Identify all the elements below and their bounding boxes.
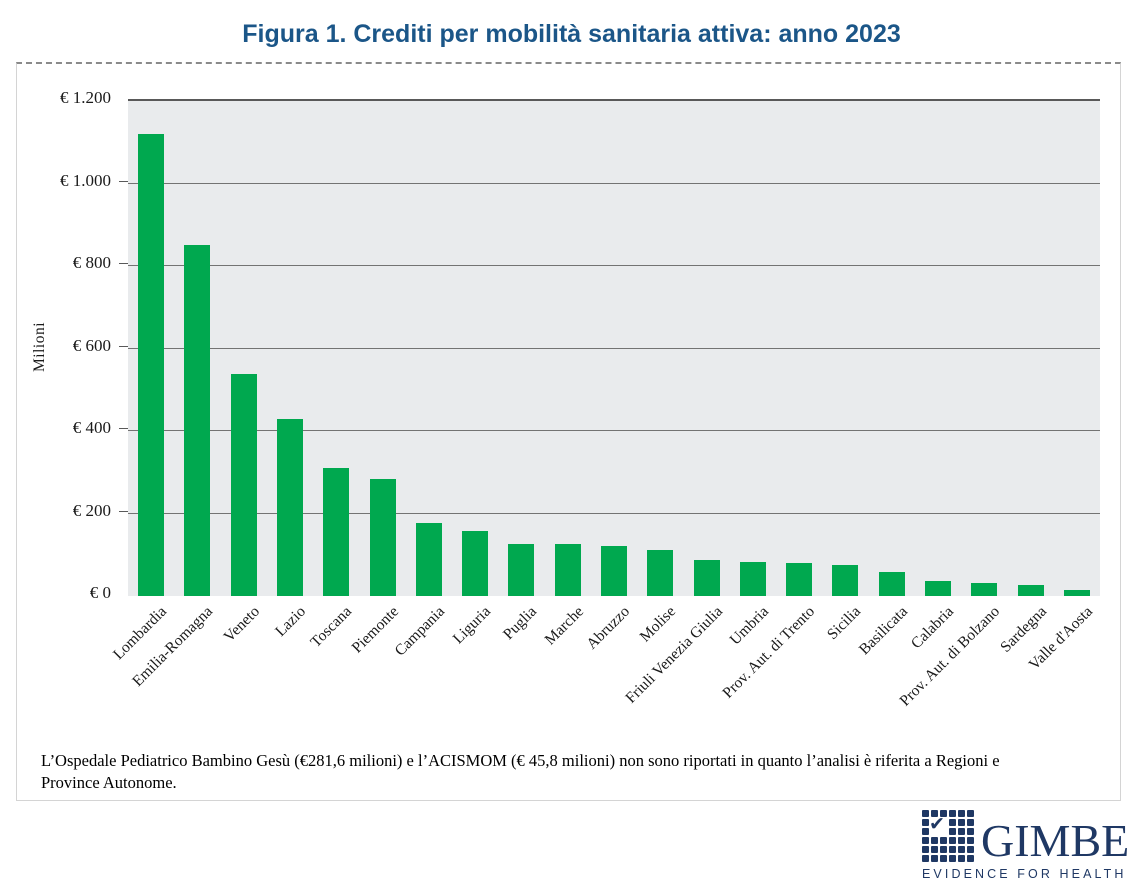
gridline: [128, 430, 1100, 431]
bar: [554, 544, 581, 596]
logo-grid-cell: [931, 855, 938, 862]
chart-frame: Milioni € 1.200 € 1.000 € 800 € 600 € 400 € 2…: [16, 62, 1121, 801]
bar: [1017, 584, 1044, 596]
logo-grid-cell: [940, 828, 947, 835]
bar: [369, 478, 396, 596]
logo-grid-cell: [931, 837, 938, 844]
y-axis-tick: [119, 428, 128, 429]
y-tick-label: € 1.000: [60, 170, 111, 190]
logo-grid-cell: [967, 855, 974, 862]
gridline: [128, 265, 1100, 266]
bar: [230, 374, 257, 596]
logo-grid-cell: [967, 846, 974, 853]
bar: [508, 544, 535, 596]
bar: [323, 467, 350, 596]
logo-grid-cell: [931, 819, 938, 826]
logo-grid-cell: [931, 828, 938, 835]
logo-grid-cell: [967, 837, 974, 844]
logo-grid-cell: [922, 819, 929, 826]
y-tick-label: € 400: [72, 418, 111, 437]
logo-grid-cell: [949, 855, 956, 862]
gimbe-wordmark: GIMBE: [981, 814, 1130, 866]
bar: [462, 530, 489, 596]
bar: [415, 522, 442, 596]
logo-grid-cell: [940, 810, 947, 817]
logo-grid-cell: [949, 846, 956, 853]
bar: [925, 581, 951, 596]
bar: [693, 560, 720, 596]
y-tick-label: € 1.200: [60, 88, 111, 107]
bar: [971, 583, 998, 596]
logo-grid-cell: [940, 837, 947, 844]
y-axis-tick: [119, 510, 128, 512]
logo-grid-cell: [931, 846, 938, 853]
gimbe-grid-check-icon: ✔: [922, 810, 974, 862]
logo-grid-cell: [958, 855, 965, 862]
bar: [832, 565, 859, 596]
logo-grid-cell: [922, 810, 929, 817]
gimbe-logo: ✔ GIMBE EVIDENCE FOR HEALTH: [922, 810, 1129, 881]
y-axis-tick: [119, 345, 128, 347]
gridline: [128, 182, 1100, 184]
plot-area: [128, 99, 1100, 596]
check-icon: ✔: [929, 813, 945, 835]
gimbe-tagline: EVIDENCE FOR HEALTH: [922, 867, 1127, 881]
gridline: [128, 347, 1100, 349]
logo-grid-cell: [949, 828, 956, 835]
logo-grid-cell: [949, 837, 956, 844]
logo-grid-cell: [940, 846, 947, 853]
logo-grid-cell: [967, 828, 974, 835]
logo-grid-cell: [922, 846, 929, 853]
y-tick-label: € 800: [72, 253, 111, 272]
figure-title: Figura 1. Crediti per mobilità sanitaria…: [242, 20, 901, 48]
bar: [1063, 590, 1090, 596]
logo-grid-cell: [958, 837, 965, 844]
y-axis-tick: [119, 263, 128, 264]
logo-grid-cell: [967, 810, 974, 817]
logo-grid-cell: [922, 855, 929, 862]
bar: [647, 550, 674, 596]
bar: [601, 545, 627, 596]
gimbe-logo-row: ✔ GIMBE: [922, 810, 1129, 863]
logo-grid-cell: [958, 846, 965, 853]
y-tick-label: € 200: [72, 500, 111, 520]
logo-grid-cell: [958, 828, 965, 835]
footnote: L’Ospedale Pediatrico Bambino Gesù (€281…: [41, 751, 1000, 792]
logo-grid-cell: [922, 837, 929, 844]
bar: [277, 418, 303, 596]
bar: [184, 245, 211, 596]
gridline: [128, 512, 1100, 514]
bar: [786, 563, 813, 596]
logo-grid-cell: [949, 810, 956, 817]
logo-grid-cell: [958, 819, 965, 826]
logo-grid-cell: [940, 855, 947, 862]
logo-grid-cell: [958, 810, 965, 817]
y-tick-label: € 600: [72, 335, 111, 355]
logo-grid-cell: [931, 810, 938, 817]
bar: [138, 134, 165, 596]
bar: [739, 562, 766, 596]
logo-grid-cell: [940, 819, 947, 826]
logo-grid-cell: [949, 819, 956, 826]
y-axis-tick: [119, 180, 128, 182]
y-tick-label: € 0: [89, 583, 111, 602]
bar: [878, 572, 905, 596]
logo-grid-cell: [922, 828, 929, 835]
logo-grid-cell: [967, 819, 974, 826]
